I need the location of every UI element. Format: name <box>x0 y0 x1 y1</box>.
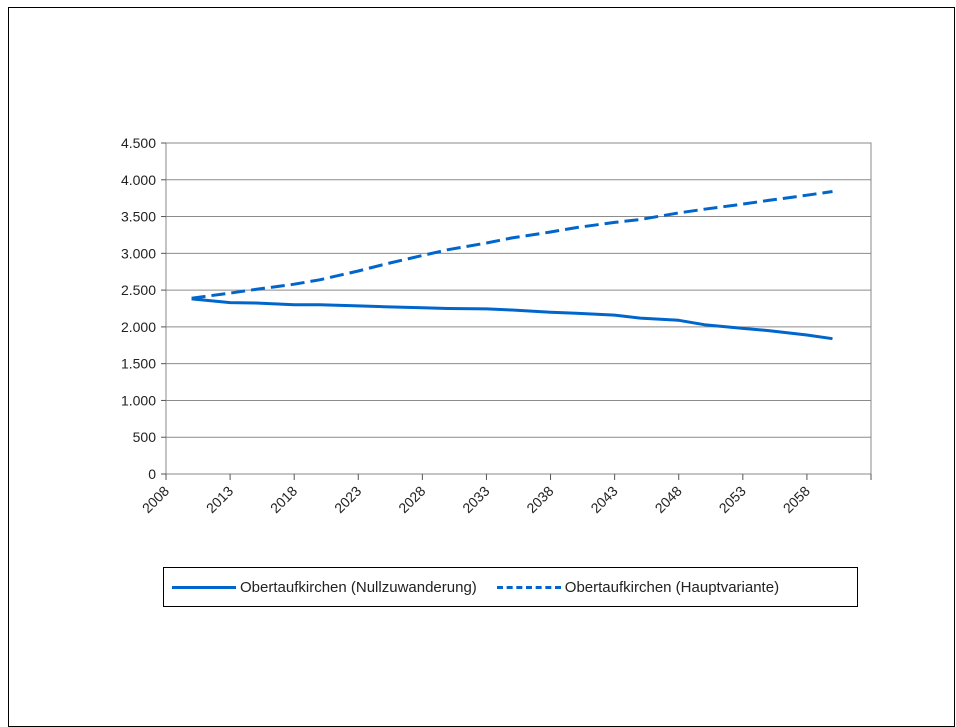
legend-item-hauptvariante: Obertaufkirchen (Hauptvariante) <box>496 578 780 596</box>
legend-label-nullzuwanderung: Obertaufkirchen (Nullzuwanderung) <box>240 578 477 596</box>
legend-swatch-dashed <box>496 585 561 589</box>
x-tick-label: 2058 <box>780 483 813 516</box>
x-tick-label: 2043 <box>587 483 620 516</box>
y-tick-label: 2.000 <box>121 319 156 335</box>
y-tick-label: 1.500 <box>121 356 156 372</box>
x-tick-label: 2033 <box>459 483 492 516</box>
gridlines <box>166 142 871 438</box>
y-tick-label: 4.500 <box>121 135 156 151</box>
x-tick-label: 2048 <box>652 483 685 516</box>
y-tick-label: 500 <box>133 429 157 445</box>
legend-label-hauptvariante: Obertaufkirchen (Hauptvariante) <box>564 578 780 596</box>
y-tick-label: 3.500 <box>121 209 156 225</box>
x-tick-label: 2028 <box>395 483 428 516</box>
series-line-hauptvariante <box>191 190 833 300</box>
legend-swatch-solid <box>172 585 236 589</box>
y-tick-label: 0 <box>148 466 156 482</box>
y-tick-label: 3.000 <box>121 245 156 261</box>
series <box>191 190 833 341</box>
y-tick-label: 1.000 <box>121 392 156 408</box>
x-tick-label: 2018 <box>267 483 300 516</box>
x-tick-label: 2053 <box>716 483 749 516</box>
plot-area <box>165 142 872 475</box>
legend: Obertaufkirchen (Nullzuwanderung) Oberta… <box>163 567 858 607</box>
x-tick-label: 2038 <box>523 483 556 516</box>
x-tick-label: 2013 <box>203 483 236 516</box>
series-line-nullzuwanderung <box>191 297 833 341</box>
x-tick-label: 2008 <box>139 483 172 516</box>
x-tick-label: 2023 <box>331 483 364 516</box>
y-tick-label: 2.500 <box>121 282 156 298</box>
y-tick-label: 4.000 <box>121 172 156 188</box>
axes <box>161 142 872 480</box>
legend-item-nullzuwanderung: Obertaufkirchen (Nullzuwanderung) <box>172 579 477 596</box>
